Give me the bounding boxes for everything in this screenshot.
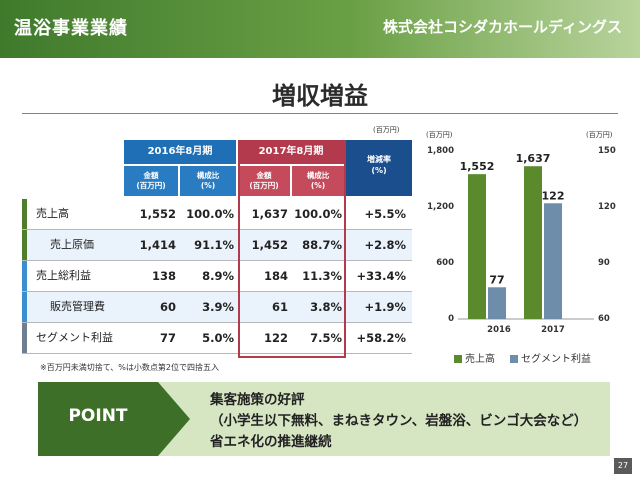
- header-change-rate: 増減率 (%): [346, 140, 412, 196]
- row-divider: [22, 229, 412, 230]
- legend-profit: セグメント利益: [510, 350, 591, 365]
- cell-amt-2017: 1,637: [251, 207, 288, 221]
- header-2016-period: 2016年8月期: [124, 140, 236, 164]
- right-tick-label: 90: [598, 258, 610, 268]
- bar-sales-2017: [524, 166, 542, 319]
- cell-amt-2017: 1,452: [251, 238, 288, 252]
- page-number: 27: [614, 458, 632, 474]
- data-label-sales-2016: 1,552: [460, 160, 495, 173]
- right-tick-label: 60: [598, 314, 610, 324]
- slide-title: 増収増益: [272, 82, 368, 110]
- cell-amt-2017: 184: [263, 269, 288, 283]
- data-label-profit-2017: 122: [542, 189, 565, 202]
- point-line-3: 省エネ化の推進継続: [210, 434, 332, 450]
- legend-sales-swatch: [454, 355, 462, 363]
- cell-amt-2016: 138: [151, 269, 176, 283]
- cell-pct-2016: 91.1%: [194, 238, 234, 252]
- header-2017-amount: 金額 (百万円): [238, 166, 290, 196]
- highlight-2017-box: [238, 140, 346, 358]
- row-divider: [22, 353, 412, 354]
- legend-profit-swatch: [510, 355, 518, 363]
- company-logo-text: 株式会社コシダカホールディングス: [383, 18, 622, 36]
- row-marker: [22, 199, 27, 229]
- legend-sales-label: 売上高: [465, 354, 495, 365]
- row-divider: [22, 291, 412, 292]
- header-2016-ratio: 構成比 (%): [180, 166, 236, 196]
- right-tick-label: 120: [598, 202, 616, 212]
- cell-change: +1.9%: [364, 300, 406, 314]
- cell-change: +5.5%: [364, 207, 406, 221]
- table-row: 売上高 1,552 100.0% 1,637 100.0% +5.5%: [22, 199, 412, 229]
- cell-pct-2017: 11.3%: [302, 269, 342, 283]
- left-tick-label: 1,800: [427, 146, 454, 156]
- cell-amt-2016: 60: [159, 300, 176, 314]
- section-title: 温浴事業業績: [14, 18, 128, 39]
- row-label: 売上総利益: [36, 269, 91, 282]
- right-tick-label: 150: [598, 146, 616, 156]
- row-divider: [22, 322, 412, 323]
- point-tag: POINT: [38, 382, 158, 456]
- row-label: 売上高: [36, 207, 69, 220]
- table-footnote: ※百万円未満切捨て、%は小数点第2位で四捨五入: [40, 363, 219, 372]
- cell-pct-2017: 7.5%: [310, 331, 342, 345]
- left-tick-label: 1,200: [427, 202, 454, 212]
- cell-pct-2017: 100.0%: [294, 207, 342, 221]
- point-box: POINT 集客施策の好評 （小学生以下無料、まねきタウン、岩盤浴、ビンゴ大会な…: [38, 382, 610, 456]
- cell-change: +58.2%: [356, 331, 406, 345]
- header-2016-amount: 金額 (百万円): [124, 166, 178, 196]
- left-tick-label: 600: [436, 258, 454, 268]
- cell-pct-2017: 88.7%: [302, 238, 342, 252]
- cell-amt-2016: 1,552: [139, 207, 176, 221]
- row-label: 販売管理費: [50, 300, 105, 313]
- table-row: 売上原価 1,414 91.1% 1,452 88.7% +2.8%: [22, 230, 412, 260]
- cell-pct-2016: 5.0%: [202, 331, 234, 345]
- cell-pct-2016: 3.9%: [202, 300, 234, 314]
- header-2017-ratio: 構成比 (%): [292, 166, 344, 196]
- bar-sales-2016: [468, 174, 486, 319]
- cell-amt-2016: 1,414: [139, 238, 176, 252]
- table-row: 販売管理費 60 3.9% 61 3.8% +1.9%: [22, 292, 412, 322]
- cell-amt-2017: 122: [263, 331, 288, 345]
- table-row: 売上総利益 138 8.9% 184 11.3% +33.4%: [22, 261, 412, 291]
- cell-amt-2016: 77: [159, 331, 176, 345]
- legend-profit-label: セグメント利益: [521, 354, 591, 365]
- cell-pct-2017: 3.8%: [310, 300, 342, 314]
- point-line-1: 集客施策の好評: [210, 392, 305, 408]
- left-tick-label: 0: [448, 314, 454, 324]
- header-band: 温浴事業業績 株式会社コシダカホールディングス: [0, 0, 640, 58]
- cell-pct-2016: 8.9%: [202, 269, 234, 283]
- cell-pct-2016: 100.0%: [186, 207, 234, 221]
- row-divider: [22, 260, 412, 261]
- sales-profit-chart: (百万円) (百万円) 1,800 1,200 600 0 150 120 90…: [418, 122, 628, 372]
- header-2017-period: 2017年8月期: [238, 140, 344, 164]
- legend-sales: 売上高: [454, 350, 495, 365]
- row-label: セグメント利益: [36, 331, 113, 344]
- cell-change: +2.8%: [364, 238, 406, 252]
- point-line-2: （小学生以下無料、まねきタウン、岩盤浴、ビンゴ大会など）: [210, 413, 588, 429]
- row-marker: [22, 261, 27, 291]
- x-tick-label: 2017: [541, 325, 565, 335]
- row-marker: [22, 323, 27, 353]
- table-unit-label: (百万円): [373, 126, 400, 134]
- chart-plot: 1,552 77 1,637 122: [458, 152, 594, 320]
- cell-amt-2017: 61: [271, 300, 288, 314]
- point-arrow-icon: [158, 382, 190, 456]
- bar-profit-2017: [544, 203, 562, 319]
- bar-profit-2016: [488, 287, 506, 319]
- cell-change: +33.4%: [356, 269, 406, 283]
- point-label: POINT: [68, 406, 128, 426]
- x-tick-label: 2016: [487, 325, 511, 335]
- left-axis-unit: (百万円): [426, 131, 453, 139]
- row-marker: [22, 292, 27, 322]
- table-row: セグメント利益 77 5.0% 122 7.5% +58.2%: [22, 323, 412, 353]
- title-divider: [22, 113, 618, 114]
- data-label-sales-2017: 1,637: [516, 152, 551, 165]
- row-marker: [22, 230, 27, 260]
- row-label: 売上原価: [50, 238, 94, 251]
- data-label-profit-2016: 77: [489, 273, 504, 286]
- right-axis-unit: (百万円): [586, 131, 613, 139]
